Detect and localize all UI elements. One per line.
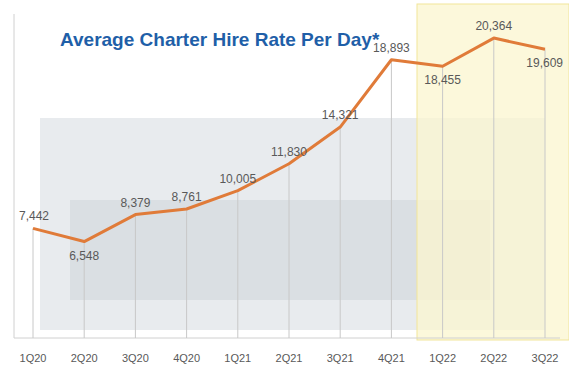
line	[33, 38, 545, 241]
title: Average Charter Hire Rate Per Day*	[60, 29, 380, 50]
drop-line	[442, 66, 443, 338]
data-label: 10,005	[219, 172, 256, 186]
x-tick-label: 3Q21	[327, 352, 354, 364]
chart: 1Q20 2Q20 3Q20 4Q20 1Q21 2Q21 3Q21 4Q21 1Q22 2Q22…	[0, 0, 569, 384]
x-tick-label: 2Q22	[480, 352, 507, 364]
drop-line	[493, 38, 494, 338]
drop-line	[289, 164, 290, 338]
x-tick-label: 2Q21	[276, 352, 303, 364]
x-tick-label: 1Q21	[224, 352, 251, 364]
data-label: 18,455	[424, 73, 461, 87]
drop-line	[545, 49, 546, 338]
data-label: 19,609	[526, 56, 563, 70]
data-label: 8,761	[172, 190, 202, 204]
drop-line	[391, 60, 392, 338]
drop-line	[33, 228, 34, 338]
data-label: 7,442	[19, 209, 49, 223]
y-axis-line	[14, 14, 15, 338]
x-tick-label: 3Q22	[532, 352, 559, 364]
data-label: 6,548	[69, 249, 99, 263]
x-tick-label: 4Q20	[173, 352, 200, 364]
x-tick-label: 1Q20	[20, 352, 47, 364]
data-label: 8,379	[120, 196, 150, 210]
x-tick-label: 4Q21	[378, 352, 405, 364]
x-tick-label: 2Q20	[71, 352, 98, 364]
data-label: 11,830	[271, 145, 307, 159]
drop-line	[135, 215, 136, 338]
drop-line	[237, 191, 238, 338]
x-tick-label: 3Q20	[122, 352, 149, 364]
drop-line	[340, 127, 341, 338]
plot-area	[33, 38, 545, 338]
data-label: 20,364	[475, 19, 512, 33]
highlight-band	[417, 4, 569, 340]
x-tick-label: 1Q22	[429, 352, 456, 364]
data-label: 14,321	[322, 108, 359, 122]
drop-line	[186, 209, 187, 338]
x-axis-line	[14, 338, 560, 339]
